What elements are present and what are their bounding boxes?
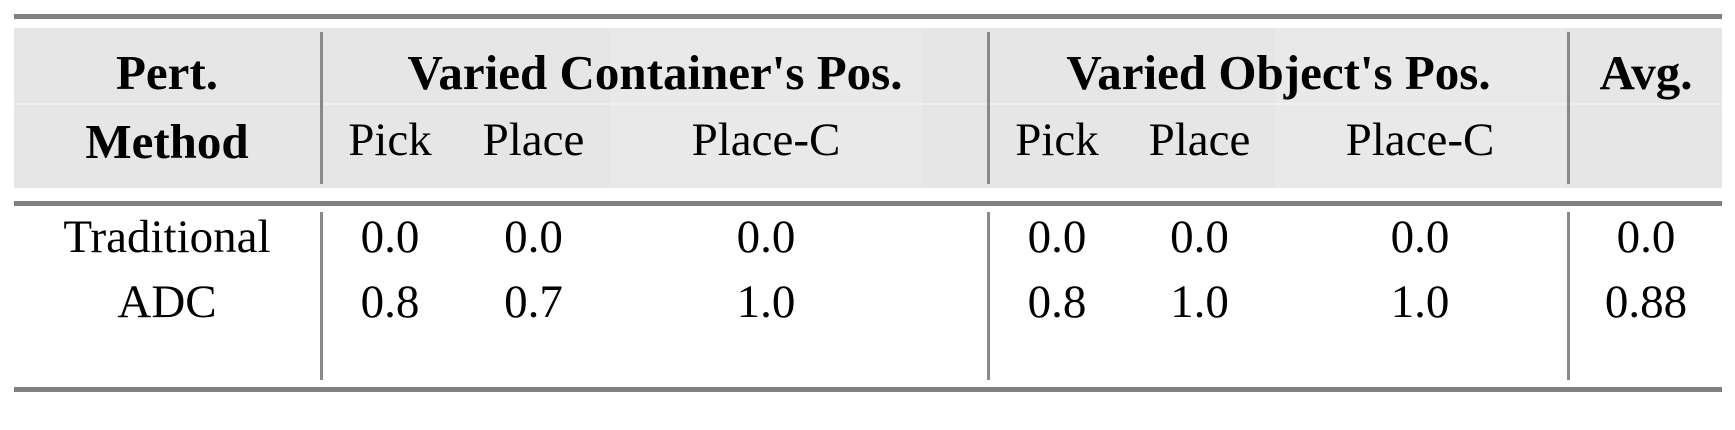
subcolumn-header-object-place: Place <box>1148 114 1251 166</box>
subcolumn-header-container-place: Place <box>482 114 585 166</box>
cell-adc-avg: 0.88 <box>1604 276 1688 328</box>
column-header-pert: Pert. <box>116 45 218 100</box>
header-shading-placec-container <box>610 28 922 188</box>
header-shading-placec-object <box>1275 28 1565 188</box>
bottom-rule <box>14 387 1722 392</box>
group-header-varied-container-pos: Varied Container's Pos. <box>407 45 903 100</box>
subcolumn-header-object-placec: Place-C <box>1345 114 1495 166</box>
cell-traditional-container-placec: 0.0 <box>736 211 796 263</box>
column-header-avg: Avg. <box>1599 45 1693 100</box>
cell-adc-container-place: 0.7 <box>504 276 563 328</box>
cell-adc-object-pick: 0.8 <box>1027 276 1087 328</box>
row-label-traditional: Traditional <box>63 211 271 263</box>
cell-traditional-container-place: 0.0 <box>504 211 563 263</box>
vertical-rule-after-method-header <box>320 32 323 184</box>
cell-adc-container-pick: 0.8 <box>360 276 420 328</box>
midrule <box>14 201 1722 206</box>
cell-traditional-object-place: 0.0 <box>1170 211 1229 263</box>
vertical-rule-between-groups-header <box>987 32 990 184</box>
cell-adc-container-placec: 1.0 <box>736 276 796 328</box>
vertical-rule-before-avg-header <box>1567 32 1570 184</box>
subcolumn-header-object-pick: Pick <box>1015 114 1099 166</box>
cell-adc-object-placec: 1.0 <box>1390 276 1450 328</box>
vertical-rule-after-method-body <box>320 212 323 380</box>
cell-adc-object-place: 1.0 <box>1170 276 1229 328</box>
vertical-rule-before-avg-body <box>1567 212 1570 380</box>
header-row-separator <box>14 103 1722 105</box>
group-header-varied-object-pos: Varied Object's Pos. <box>1066 45 1491 100</box>
cell-traditional-object-pick: 0.0 <box>1027 211 1087 263</box>
top-rule <box>14 14 1722 19</box>
column-header-method: Method <box>85 114 249 169</box>
cell-traditional-container-pick: 0.0 <box>360 211 420 263</box>
cell-traditional-avg: 0.0 <box>1616 211 1676 263</box>
subcolumn-header-container-pick: Pick <box>348 114 432 166</box>
subcolumn-header-container-placec: Place-C <box>691 114 841 166</box>
row-label-adc: ADC <box>117 276 217 328</box>
vertical-rule-between-groups-body <box>987 212 990 380</box>
cell-traditional-object-placec: 0.0 <box>1390 211 1450 263</box>
